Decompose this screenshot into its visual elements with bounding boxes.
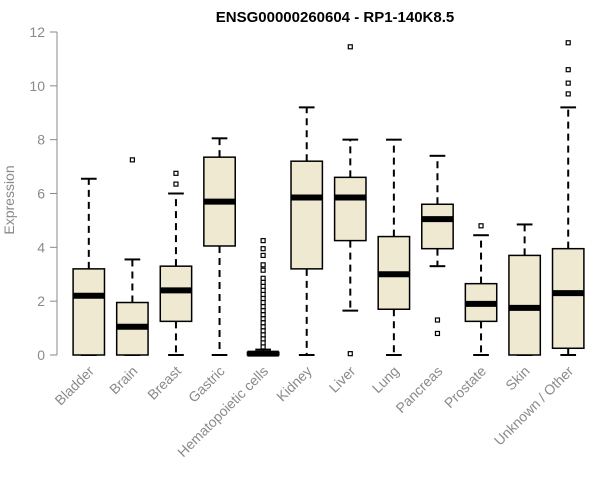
outlier-point <box>129 157 135 163</box>
outlier-point <box>260 252 266 259</box>
outlier-point <box>260 275 266 281</box>
y-tick-label: 8 <box>37 132 45 148</box>
x-tick-label: Brain <box>106 363 140 397</box>
outlier-point <box>478 223 484 229</box>
outlier-point <box>565 80 571 86</box>
outlier-point <box>260 324 266 330</box>
outlier-point <box>434 317 441 323</box>
outlier-point <box>260 328 266 334</box>
outlier-point <box>260 291 266 298</box>
x-tick-label: Skin <box>502 363 533 394</box>
outlier-point <box>347 44 353 50</box>
outlier-point <box>565 40 571 46</box>
y-tick-label: 12 <box>29 24 45 40</box>
outlier-point <box>260 238 266 244</box>
y-tick-label: 2 <box>37 293 45 309</box>
outlier-point <box>434 330 441 337</box>
box-group <box>421 154 454 337</box>
outlier-point <box>260 246 266 252</box>
outlier-point <box>260 299 266 306</box>
x-tick-label: Lung <box>369 363 402 396</box>
box-group <box>464 223 498 356</box>
outlier-point <box>260 307 266 314</box>
box-iqr <box>551 247 585 350</box>
y-axis-label: Expression <box>1 165 17 234</box>
outlier-point <box>260 295 266 302</box>
box-iqr <box>421 203 454 250</box>
y-tick-label: 6 <box>37 186 45 202</box>
box-iqr <box>333 176 367 242</box>
outlier-point <box>260 340 266 346</box>
box-group <box>290 106 324 356</box>
box-series <box>72 40 585 357</box>
box-group <box>203 137 236 356</box>
box-iqr <box>159 265 193 323</box>
outlier-point <box>260 283 266 289</box>
x-tick-label: Breast <box>144 363 184 403</box>
outlier-point <box>260 279 266 285</box>
outlier-point <box>260 320 266 326</box>
x-tick-label: Liver <box>326 363 359 396</box>
outlier-point <box>260 262 266 268</box>
box-group <box>159 170 193 356</box>
outlier-point <box>260 267 266 273</box>
outlier-point <box>565 67 571 73</box>
x-tick-label: Pancreas <box>392 363 445 416</box>
x-tick-label: Kidney <box>273 363 315 405</box>
box-group <box>72 177 106 356</box>
x-tick-label: Gastric <box>185 363 228 406</box>
outlier-point <box>260 332 266 338</box>
outlier-point <box>260 287 266 293</box>
outlier-point <box>173 170 179 176</box>
box-group <box>115 157 149 356</box>
chart-title: ENSG00000260604 - RP1-140K8.5 <box>216 9 455 26</box>
box-iqr <box>290 160 324 270</box>
outlier-point <box>260 344 266 350</box>
x-tick-label: Unknown / Other <box>491 363 577 449</box>
x-tick-label: Prostate <box>441 363 489 411</box>
outlier-point <box>260 312 266 318</box>
outlier-point <box>347 351 353 357</box>
box-group <box>377 138 411 356</box>
box-group <box>246 238 280 357</box>
x-tick-label: Bladder <box>51 363 97 409</box>
y-tick-label: 0 <box>37 347 45 363</box>
box-group <box>508 223 542 356</box>
box-group <box>551 40 585 356</box>
y-axis-ticks: 0 2 4 6 8 10 12 <box>29 24 57 363</box>
outlier-point <box>260 336 266 342</box>
y-tick-label: 10 <box>29 78 45 94</box>
outlier-point <box>260 303 266 310</box>
box-iqr <box>72 268 106 356</box>
outlier-point <box>173 181 179 187</box>
y-tick-label: 4 <box>37 239 45 255</box>
outlier-point <box>565 91 571 97</box>
outlier-point <box>260 316 266 322</box>
box-group <box>333 44 367 357</box>
